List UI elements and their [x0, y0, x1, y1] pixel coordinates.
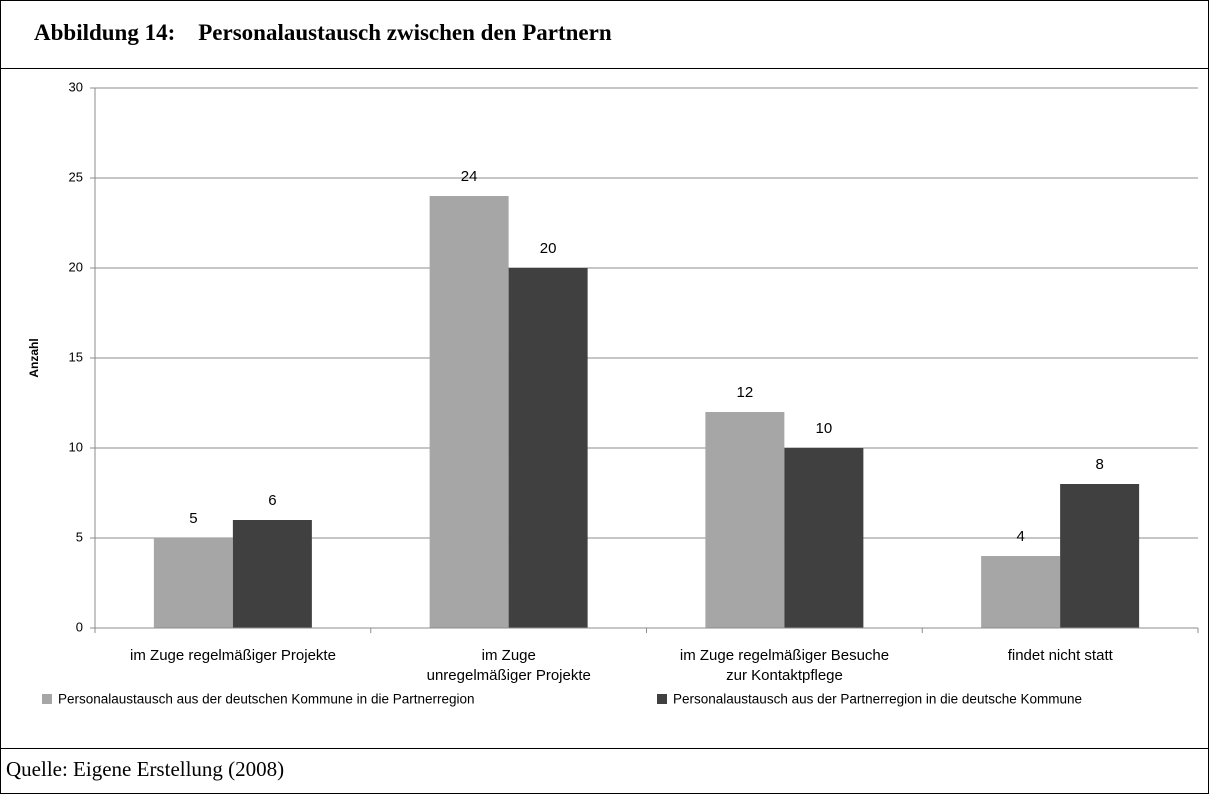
- bar: [153, 538, 233, 628]
- bar: [784, 448, 864, 628]
- y-tick-label: 5: [76, 529, 83, 544]
- bar: [981, 556, 1061, 628]
- legend-swatch: [657, 694, 667, 704]
- x-tick-label: im Zuge regelmäßiger Besuche zur Kontakt…: [679, 647, 890, 684]
- data-label: 24: [461, 168, 478, 185]
- y-tick-label: 25: [69, 169, 83, 184]
- figure-title: Abbildung 14: Personalaustausch zwischen…: [34, 20, 612, 45]
- bar: [232, 520, 312, 628]
- bar: [705, 412, 785, 628]
- data-label: 12: [737, 384, 754, 401]
- legend-label: Personalaustausch aus der deutschen Komm…: [58, 692, 475, 707]
- bar: [1060, 484, 1140, 628]
- x-tick-label: im Zuge unregelmäßiger Projekte: [426, 647, 591, 684]
- data-label: 10: [816, 420, 833, 437]
- y-tick-label: 10: [69, 439, 83, 454]
- data-label: 6: [268, 492, 276, 509]
- y-axis-label: Anzahl: [27, 338, 41, 377]
- x-tick-label: findet nicht statt: [1007, 647, 1113, 664]
- y-tick-label: 30: [69, 79, 83, 94]
- y-tick-label: 15: [69, 349, 83, 364]
- legend-swatch: [42, 694, 52, 704]
- data-label: 8: [1095, 456, 1103, 473]
- y-tick-label: 20: [69, 259, 83, 274]
- data-label: 20: [540, 240, 557, 257]
- y-tick-label: 0: [76, 619, 83, 634]
- source-note: Quelle: Eigene Erstellung (2008): [6, 757, 285, 781]
- legend-label: Personalaustausch aus der Partnerregion …: [673, 692, 1082, 707]
- bar: [508, 268, 588, 628]
- bar: [429, 196, 509, 628]
- x-tick-label: im Zuge regelmäßiger Projekte: [130, 647, 336, 664]
- data-label: 4: [1016, 528, 1024, 545]
- data-label: 5: [189, 510, 197, 527]
